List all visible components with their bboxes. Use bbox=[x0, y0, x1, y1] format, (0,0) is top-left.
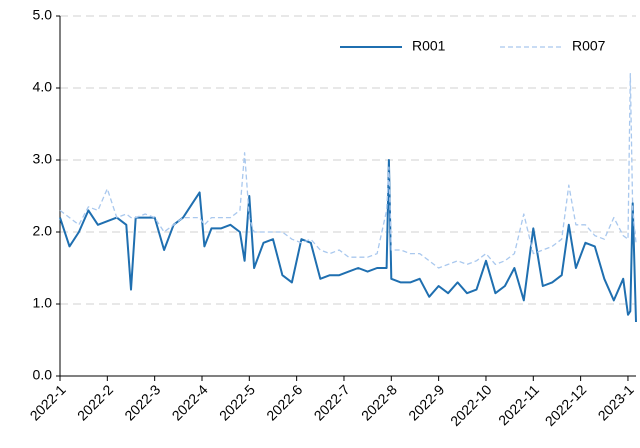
series-line bbox=[59, 159, 637, 323]
y-tick-label: 3.0 bbox=[33, 151, 53, 167]
x-tick-label: 2022-5 bbox=[216, 381, 258, 423]
y-tick-label: 5.0 bbox=[33, 7, 53, 23]
x-tick-label: 2022-2 bbox=[74, 381, 116, 423]
y-tick-label: 2.0 bbox=[33, 223, 53, 239]
x-tick-label: 2022-4 bbox=[169, 381, 211, 423]
x-tick-label: 2022-9 bbox=[405, 381, 447, 423]
x-tick-label: 2022-10 bbox=[447, 381, 495, 429]
y-tick-label: 4.0 bbox=[33, 79, 53, 95]
series-line bbox=[59, 72, 637, 269]
x-tick-label: 2022-12 bbox=[542, 381, 590, 429]
x-tick-label: 2022-8 bbox=[358, 381, 400, 423]
y-tick-label: 0.0 bbox=[33, 367, 53, 383]
x-tick-label: 2022-6 bbox=[263, 381, 305, 423]
legend-label: R001 bbox=[412, 38, 446, 54]
x-tick-label: 2022-11 bbox=[495, 381, 542, 428]
x-tick-label: 2022-7 bbox=[311, 381, 353, 423]
y-tick-label: 1.0 bbox=[33, 295, 53, 311]
x-tick-label: 2022-3 bbox=[121, 381, 163, 423]
x-tick-label: 2023-1 bbox=[595, 381, 637, 423]
legend-label: R007 bbox=[572, 38, 606, 54]
x-tick-label: 2022-1 bbox=[27, 381, 69, 423]
